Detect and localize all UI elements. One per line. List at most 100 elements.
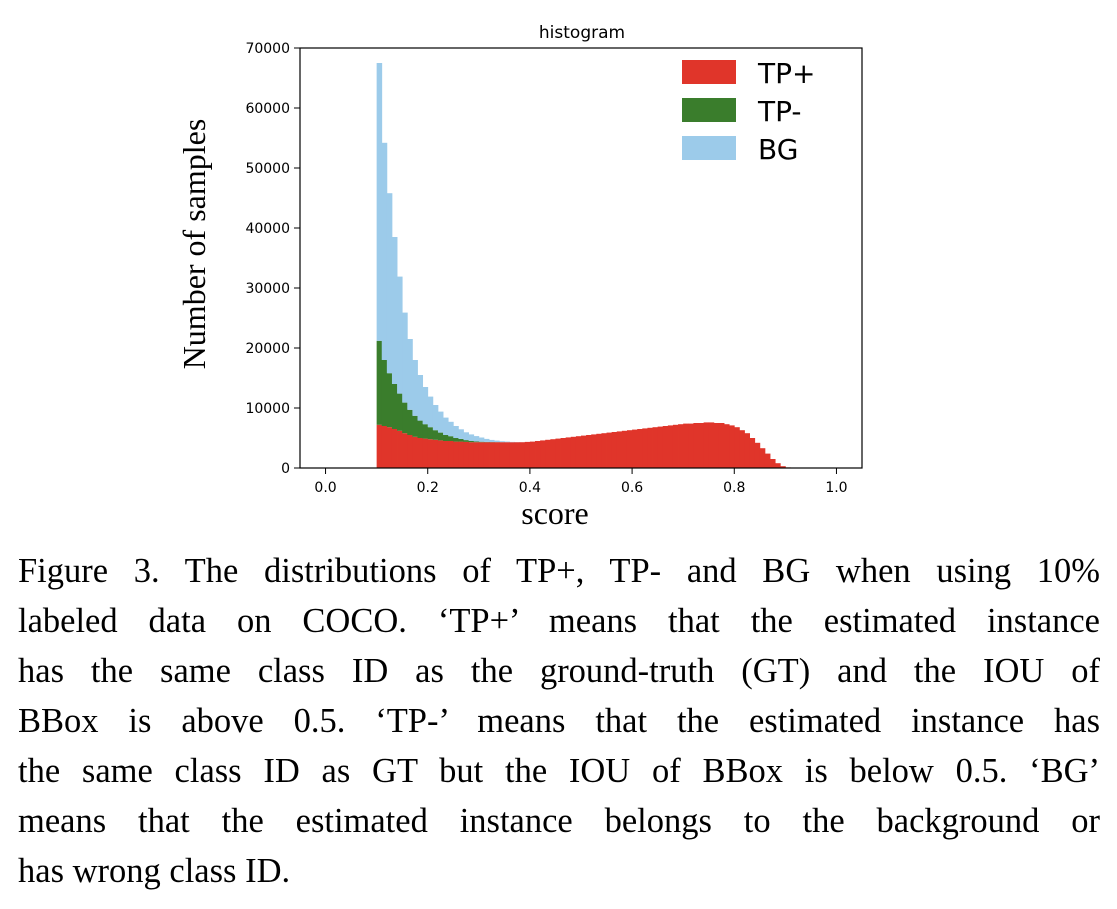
x-tick-label: 0.2 bbox=[417, 480, 439, 496]
bar-tpplus bbox=[734, 427, 740, 468]
bar-tpplus bbox=[376, 424, 383, 468]
caption-line: BBox is above 0.5. ‘TP-’ means that the … bbox=[18, 702, 1100, 740]
bar-tpplus bbox=[780, 466, 786, 468]
bar-tpminus bbox=[448, 436, 454, 441]
bar-tpplus bbox=[596, 433, 602, 468]
bar-tpplus bbox=[724, 424, 730, 468]
y-axis-label: Number of samples bbox=[176, 119, 212, 370]
bar-tpplus bbox=[412, 436, 418, 468]
bar-tpplus bbox=[616, 431, 623, 468]
legend-swatch bbox=[682, 60, 736, 84]
bar-tpplus bbox=[437, 440, 444, 468]
bar-tpminus bbox=[402, 402, 408, 434]
bar-tpplus bbox=[483, 442, 490, 468]
bar-tpminus bbox=[427, 427, 434, 440]
bar-tpplus bbox=[453, 441, 459, 468]
bar-tpplus bbox=[443, 441, 449, 468]
bar-bg bbox=[422, 387, 429, 425]
bar-tpplus bbox=[637, 429, 643, 468]
figure-caption: Figure 3. The distributions of TP+, TP- … bbox=[18, 546, 1100, 896]
bar-tpplus bbox=[688, 423, 694, 468]
bar-bg bbox=[407, 339, 413, 410]
bar-tpplus bbox=[642, 428, 648, 468]
bar-tpplus bbox=[499, 442, 505, 468]
bar-tpplus bbox=[565, 437, 572, 468]
bar-tpminus bbox=[473, 441, 480, 443]
bar-tpminus bbox=[407, 409, 413, 435]
bar-tpplus bbox=[524, 441, 531, 468]
bar-tpplus bbox=[397, 430, 403, 468]
caption-line: Figure 3. The distributions of TP+, TP- … bbox=[18, 552, 1100, 590]
bar-bg bbox=[448, 421, 454, 437]
bar-tpminus bbox=[443, 435, 449, 441]
caption-line: has wrong class ID. bbox=[18, 852, 291, 890]
bar-tpplus bbox=[667, 425, 674, 468]
caption-line: means that the estimated instance belong… bbox=[18, 802, 1100, 840]
bar-tpplus bbox=[764, 453, 771, 468]
bar-tpplus bbox=[489, 442, 495, 468]
bar-tpplus bbox=[427, 439, 434, 468]
bar-tpplus bbox=[555, 438, 561, 468]
bar-bg bbox=[397, 276, 403, 394]
bar-tpplus bbox=[601, 433, 607, 468]
bar-tpplus bbox=[698, 423, 705, 468]
bar-tpplus bbox=[713, 423, 720, 468]
y-tick-label: 40000 bbox=[245, 221, 290, 237]
legend-swatch bbox=[682, 136, 736, 160]
bar-bg bbox=[391, 237, 398, 384]
bar-tpplus bbox=[386, 427, 393, 468]
bar-bg bbox=[402, 312, 408, 403]
bar-tpplus bbox=[473, 442, 480, 468]
bar-bg bbox=[437, 411, 444, 433]
legend: TP+ TP- BG bbox=[682, 57, 815, 166]
bar-tpplus bbox=[519, 442, 526, 468]
bar-tpplus bbox=[754, 442, 761, 468]
bar-tpplus bbox=[535, 441, 541, 468]
bar-tpplus bbox=[560, 438, 567, 468]
x-axis-ticks: 0.0 0.2 0.4 0.6 0.8 1.0 bbox=[314, 468, 848, 496]
bar-tpplus bbox=[611, 432, 618, 468]
x-tick-label: 0.6 bbox=[621, 480, 643, 496]
bar-tpminus bbox=[463, 440, 469, 442]
x-axis-label: score bbox=[521, 495, 589, 531]
bar-bg bbox=[494, 440, 500, 443]
bar-tpplus bbox=[647, 427, 653, 468]
bar-bg bbox=[473, 436, 480, 442]
bar-tpminus bbox=[381, 360, 388, 426]
bar-tpminus bbox=[468, 441, 475, 443]
y-tick-label: 70000 bbox=[245, 41, 290, 57]
y-tick-label: 10000 bbox=[245, 401, 290, 417]
bar-tpminus bbox=[458, 438, 464, 442]
legend-label: BG bbox=[758, 133, 798, 166]
legend-label: TP- bbox=[757, 95, 801, 128]
bar-bg bbox=[458, 429, 464, 439]
x-tick-label: 0.4 bbox=[519, 480, 541, 496]
bar-tpplus bbox=[683, 423, 689, 468]
bar-tpplus bbox=[718, 423, 725, 468]
bar-bg bbox=[432, 405, 439, 431]
y-tick-label: 30000 bbox=[245, 281, 290, 297]
bar-tpplus bbox=[448, 441, 454, 468]
bar-tpplus bbox=[621, 430, 628, 468]
bar-tpplus bbox=[504, 442, 510, 468]
bar-tpplus bbox=[529, 441, 536, 468]
bar-bg bbox=[417, 375, 424, 421]
y-tick-label: 60000 bbox=[245, 101, 290, 117]
bar-tpminus bbox=[386, 373, 393, 428]
caption-line: labeled data on COCO. ‘TP+’ means that t… bbox=[18, 602, 1100, 640]
bar-bg bbox=[499, 441, 505, 443]
y-tick-label: 0 bbox=[281, 461, 290, 477]
bar-tpplus bbox=[463, 441, 469, 468]
bar-tpminus bbox=[422, 424, 429, 439]
bar-tpplus bbox=[703, 422, 710, 468]
x-tick-label: 1.0 bbox=[825, 480, 847, 496]
bar-tpplus bbox=[662, 426, 669, 468]
bar-tpplus bbox=[509, 442, 515, 468]
bar-tpminus bbox=[391, 384, 398, 429]
bar-tpplus bbox=[458, 441, 464, 468]
bar-tpplus bbox=[550, 439, 556, 468]
x-tick-label: 0.8 bbox=[723, 480, 745, 496]
bar-tpminus bbox=[376, 340, 383, 425]
bar-tpminus bbox=[397, 393, 403, 431]
plot-frame bbox=[299, 47, 863, 469]
